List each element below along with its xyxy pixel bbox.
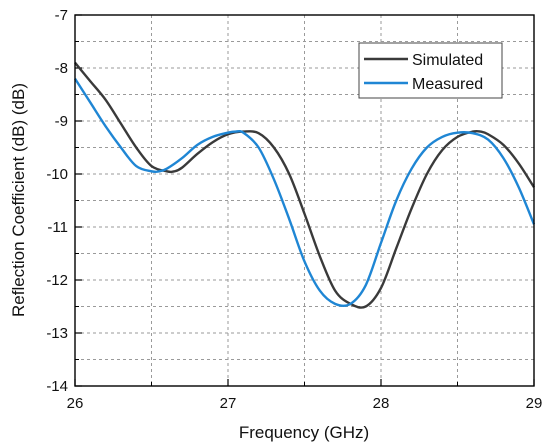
- legend-label-simulated: Simulated: [412, 52, 483, 69]
- y-tick-label: -9: [55, 113, 68, 130]
- y-tick-label: -7: [55, 7, 68, 24]
- plot-frame: [74, 14, 535, 387]
- series-line-measured: [73, 77, 536, 308]
- y-tick-label: -14: [46, 378, 68, 395]
- legend-label-measured: Measured: [412, 76, 483, 93]
- series-lines: [73, 61, 536, 309]
- x-tick-label: 28: [373, 395, 390, 412]
- x-tick-label: 26: [67, 395, 84, 412]
- y-tick-label: -8: [55, 60, 68, 77]
- y-tick-label: -13: [46, 325, 68, 342]
- x-axis-title: Frequency (GHz): [239, 423, 369, 442]
- y-tick-label: -11: [47, 219, 68, 236]
- y-tick-label: -12: [46, 272, 68, 289]
- legend: Simulated Measured: [358, 42, 503, 99]
- x-tick-label: 27: [220, 395, 237, 412]
- y-axis-title: Reflection Coefficient (dB) (dB): [9, 83, 28, 317]
- legend-box: [358, 42, 503, 99]
- y-tick-label: -10: [46, 166, 68, 183]
- x-tick-label: 29: [526, 395, 543, 412]
